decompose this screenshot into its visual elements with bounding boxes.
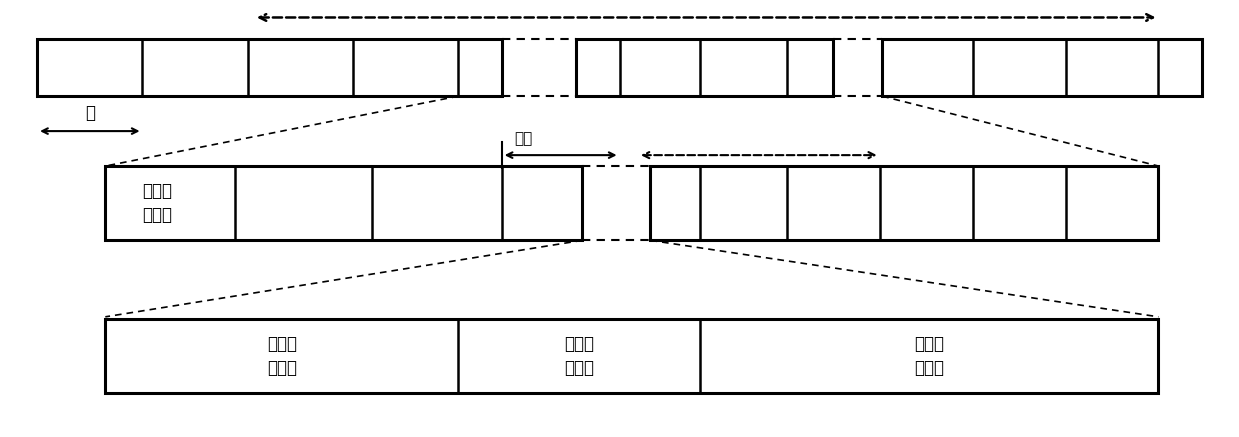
Bar (37, 39, 502, 96)
Bar (105, 166, 582, 240)
Text: 帧: 帧 (85, 104, 95, 122)
Bar (105, 319, 1158, 393)
Text: 下行数
据信号: 下行数 据信号 (914, 335, 944, 377)
Text: 子帧: 子帧 (514, 132, 533, 146)
Text: 上行导
频信号: 上行导 频信号 (564, 335, 595, 377)
Bar (882, 39, 1202, 96)
Text: 上行探
测信号: 上行探 测信号 (142, 182, 172, 224)
Bar (576, 39, 833, 96)
Text: 上行数
据信号: 上行数 据信号 (266, 335, 297, 377)
Bar (650, 166, 1158, 240)
